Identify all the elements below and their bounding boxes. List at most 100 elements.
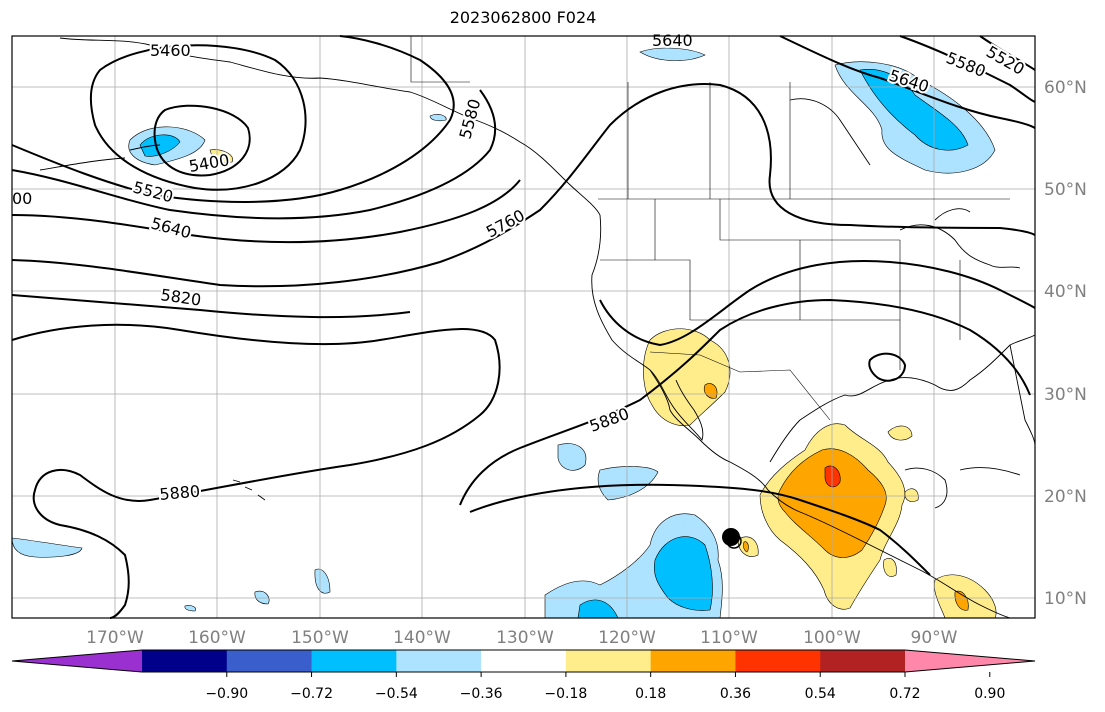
colorbar: −0.90 −0.72 −0.54 −0.36 −0.18 0.18 0.36 0.54 0.7… bbox=[11, 649, 1036, 702]
contour-label: 5820 bbox=[159, 285, 202, 309]
lon-label: 100°W bbox=[803, 628, 861, 648]
contour-label: 00 bbox=[12, 189, 32, 208]
contour-5640-ne bbox=[779, 35, 1036, 129]
colorbar-swatch bbox=[311, 650, 397, 672]
negative-anomaly-area bbox=[859, 69, 969, 151]
lon-label: 160°W bbox=[188, 628, 246, 648]
colorbar-tick-label: 0.18 bbox=[635, 686, 666, 702]
positive-anomaly-area bbox=[703, 383, 718, 399]
negative-anomaly-area bbox=[314, 568, 331, 594]
political-borders bbox=[410, 36, 1010, 421]
lon-label: 120°W bbox=[598, 628, 656, 648]
gulf-coast bbox=[769, 334, 1036, 463]
us-canada-border bbox=[410, 36, 1010, 200]
positive-anomaly-area bbox=[643, 328, 731, 426]
storm-marker bbox=[722, 528, 740, 546]
colorbar-swatch bbox=[820, 650, 906, 672]
colorbar-tick-label: 0.72 bbox=[889, 686, 920, 702]
positive-anomaly-area bbox=[887, 425, 913, 441]
north-america-west-coast bbox=[591, 214, 1011, 619]
lat-label: 10°N bbox=[1044, 589, 1087, 609]
colorbar-swatch bbox=[735, 650, 821, 672]
latitude-labels: 60°N 50°N 40°N 30°N 20°N 10°N bbox=[1044, 78, 1087, 609]
cuba-coast bbox=[959, 467, 1021, 476]
colorbar-extend-high bbox=[905, 650, 1035, 672]
colorbar-swatch bbox=[565, 650, 652, 672]
colorbar-tick-label: −0.18 bbox=[544, 686, 587, 702]
baja-california bbox=[649, 369, 704, 441]
map-title: 2023062800 F024 bbox=[449, 8, 597, 27]
colorbar-tick-label: −0.90 bbox=[205, 686, 248, 702]
contour-5820 bbox=[599, 259, 1036, 347]
lat-label: 40°N bbox=[1044, 282, 1087, 302]
lat-label: 60°N bbox=[1044, 78, 1087, 98]
hudson-bay-coast bbox=[789, 98, 871, 166]
lat-label: 20°N bbox=[1044, 487, 1087, 507]
negative-anomaly-area bbox=[254, 590, 270, 605]
lat-label: 30°N bbox=[1044, 385, 1087, 405]
colorbar-swatch bbox=[142, 650, 228, 672]
lon-label: 90°W bbox=[911, 628, 958, 648]
contour-label: 5580 bbox=[456, 97, 485, 141]
contour-5880 bbox=[459, 298, 1031, 506]
contour-5820 bbox=[11, 294, 411, 319]
coastlines bbox=[39, 37, 1036, 619]
anomaly-shading bbox=[11, 47, 996, 619]
contour-5520-ne bbox=[979, 35, 1036, 71]
height-contours bbox=[11, 35, 1036, 619]
positive-anomaly-area bbox=[904, 488, 919, 502]
colorbar-tick-label: −0.36 bbox=[460, 686, 503, 702]
negative-anomaly-area bbox=[139, 134, 181, 157]
florida-coast bbox=[1009, 344, 1036, 446]
contour-5580-ne bbox=[899, 35, 1036, 103]
aleutian-islands bbox=[39, 144, 161, 171]
contour-5520 bbox=[11, 35, 455, 203]
lon-label: 110°W bbox=[700, 628, 758, 648]
lon-label: 150°W bbox=[291, 628, 349, 648]
colorbar-tick-label: 0.54 bbox=[805, 686, 836, 702]
positive-anomaly-shading bbox=[209, 149, 997, 619]
colorbar-outline bbox=[11, 649, 1036, 673]
lat-label: 50°N bbox=[1044, 180, 1087, 200]
negative-anomaly-area bbox=[597, 466, 659, 501]
us-state-borders bbox=[600, 199, 961, 370]
positive-anomaly-area bbox=[209, 149, 233, 163]
map-frame bbox=[11, 35, 1036, 619]
colorbar-extend-low bbox=[12, 650, 142, 672]
positive-anomaly-area bbox=[743, 541, 749, 553]
contour-label: 5640 bbox=[149, 214, 193, 243]
contour-5460 bbox=[89, 44, 307, 191]
contour-5880-tx-cell bbox=[868, 352, 907, 382]
positive-anomaly-area bbox=[883, 558, 897, 577]
alaska-coastline bbox=[59, 37, 601, 216]
colorbar-tick-label: −0.54 bbox=[375, 686, 418, 702]
colorbar-swatch bbox=[481, 650, 567, 672]
contour-label: 5520 bbox=[983, 42, 1028, 79]
lon-label: 130°W bbox=[496, 628, 554, 648]
positive-anomaly-area bbox=[954, 590, 969, 611]
contour-5400 bbox=[153, 104, 251, 177]
canada-province-borders bbox=[627, 82, 791, 199]
great-lakes bbox=[899, 208, 1021, 269]
colorbar-swatch bbox=[226, 650, 313, 672]
us-mexico-border bbox=[649, 351, 831, 421]
hawaii-islands bbox=[232, 479, 266, 501]
storm-marker-ring bbox=[726, 533, 742, 549]
negative-anomaly-area bbox=[557, 443, 587, 471]
contour-label: 5880 bbox=[159, 482, 201, 504]
contour-label: 5760 bbox=[483, 206, 528, 242]
negative-anomaly-area bbox=[653, 536, 713, 611]
contour-5580 bbox=[11, 89, 497, 220]
graticule bbox=[12, 36, 1035, 618]
negative-anomaly-area bbox=[11, 537, 83, 558]
contour-label: 5640 bbox=[652, 31, 693, 50]
yucatan-coast bbox=[904, 467, 948, 509]
longitude-labels: 170°W 160°W 150°W 140°W 130°W 120°W 110°… bbox=[86, 628, 958, 648]
colorbar-tick-label: −0.72 bbox=[290, 686, 333, 702]
contour-label: 5460 bbox=[150, 41, 191, 60]
lon-label: 170°W bbox=[86, 628, 144, 648]
contour-5880 bbox=[11, 323, 501, 619]
contour-label: 5580 bbox=[944, 48, 989, 81]
contour-5640 bbox=[11, 179, 521, 244]
